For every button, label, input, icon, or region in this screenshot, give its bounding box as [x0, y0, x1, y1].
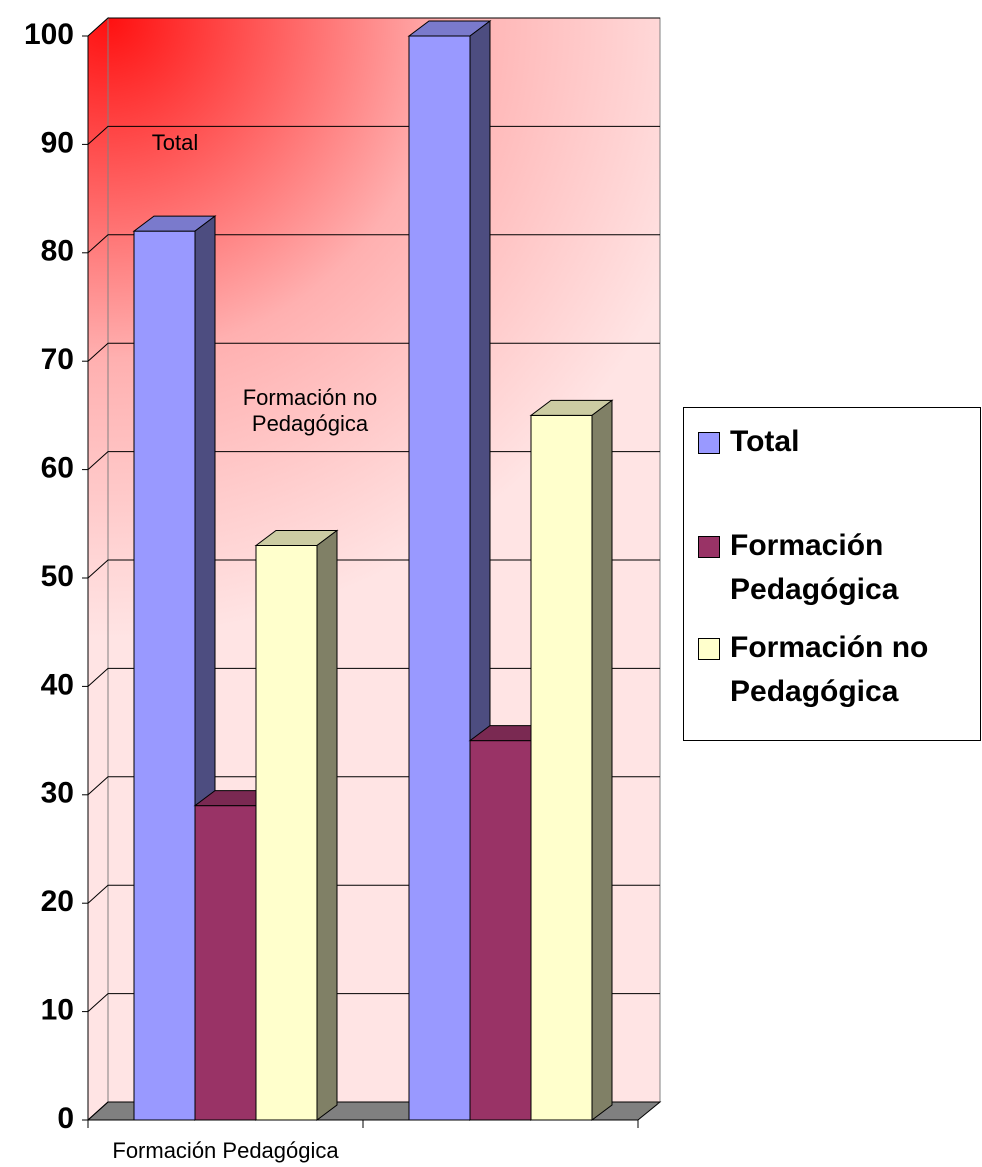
- legend-item: Formación Pedagógica: [698, 524, 968, 612]
- y-tick-label: 100: [24, 18, 74, 51]
- y-tick-label: 80: [41, 235, 74, 268]
- y-tick-label: 90: [41, 126, 74, 159]
- bar-side: [316, 529, 338, 1121]
- legend-item: Total: [698, 420, 968, 464]
- y-tick-label: 30: [41, 777, 74, 810]
- legend-label: Total: [730, 425, 800, 458]
- legend-item: Formación no Pedagógica: [698, 626, 968, 714]
- bar: [133, 230, 196, 1121]
- y-tick-label: 0: [57, 1102, 74, 1135]
- y-tick-label: 70: [41, 343, 74, 376]
- y-tick-label: 50: [41, 560, 74, 593]
- x-tick-label: Formación Pedagógica: [112, 1138, 339, 1163]
- legend-label: Formación Pedagógica: [730, 529, 899, 606]
- bar: [530, 414, 593, 1121]
- bar-side: [591, 399, 613, 1121]
- bar: [469, 740, 532, 1121]
- bar: [194, 805, 257, 1121]
- bar: [408, 35, 471, 1121]
- y-tick-label: 10: [41, 994, 74, 1027]
- legend: Total Formación Pedagógica Formación no Pe…: [683, 407, 981, 741]
- y-tick-label: 40: [41, 668, 74, 701]
- legend-label: Formación no Pedagógica: [730, 631, 929, 708]
- annotation: Formación no Pedagógica: [242, 385, 378, 437]
- annotation: Total: [151, 130, 199, 155]
- legend-swatch: [698, 536, 720, 558]
- bar: [255, 544, 318, 1121]
- y-tick-label: 60: [41, 452, 74, 485]
- legend-swatch: [698, 432, 720, 454]
- grid-line: [87, 17, 660, 37]
- legend-swatch: [698, 638, 720, 660]
- y-tick-label: 20: [41, 885, 74, 918]
